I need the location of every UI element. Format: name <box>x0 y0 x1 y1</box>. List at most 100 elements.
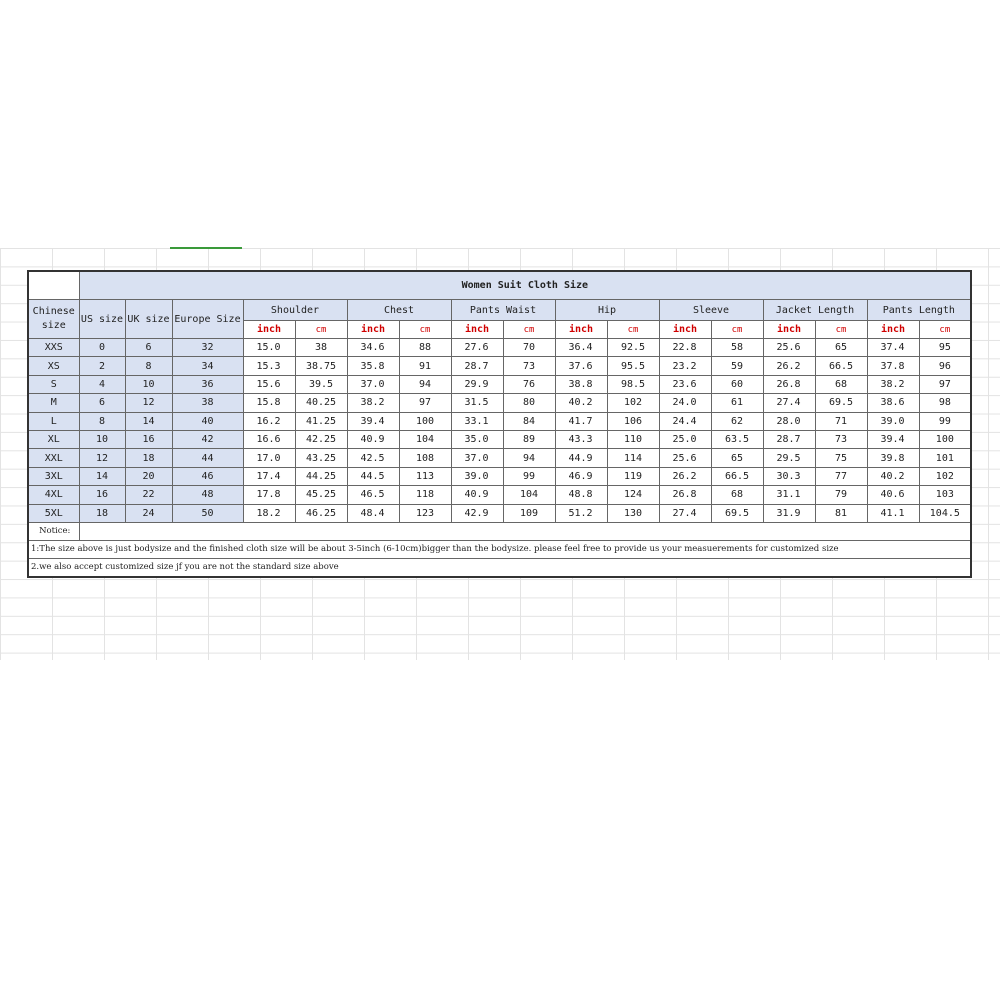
table-row: S 4 10 36 15.6 39.5 37.0 94 29.9 76 38.8 98.5 23.6 60… <box>27 374 972 395</box>
table-cell: 4 <box>78 374 126 395</box>
table-cell: 96 <box>918 356 972 376</box>
table-cell: 102 <box>606 393 660 413</box>
table-row: M 6 12 38 15.8 40.25 38.2 97 31.5 80 40.2 102 24.0 61… <box>27 393 972 413</box>
table-cell: 31.5 <box>450 393 504 413</box>
table-cell: 31.9 <box>762 503 816 523</box>
table-cell: 40.2 <box>554 393 608 413</box>
header-group-shoulder: Shoulder <box>242 299 348 321</box>
table-row: XS 2 8 34 15.3 38.75 35.8 91 28.7 73 37.6 95.5 23.2 5… <box>27 356 972 376</box>
notice-label: Notice: <box>27 521 80 541</box>
table-cell: 3XL <box>27 466 80 487</box>
table-cell: 46.25 <box>294 503 348 523</box>
table-cell: 68 <box>710 485 764 505</box>
table-row: 3XL 14 20 46 17.4 44.25 44.5 113 39.0 99 46.9 119 26… <box>27 466 972 487</box>
table-cell: 92.5 <box>606 337 660 358</box>
table-cell: 39.4 <box>346 411 400 431</box>
table-cell: 36.4 <box>554 337 608 358</box>
table-cell: 104.5 <box>918 503 972 523</box>
header-group-pants-waist: Pants Waist <box>450 299 556 321</box>
unit-inch: inch <box>450 320 504 339</box>
table-cell: 46.5 <box>346 485 400 505</box>
table-cell: 10 <box>78 429 126 450</box>
table-cell: 40 <box>171 411 244 431</box>
table-cell: 25.0 <box>658 429 712 450</box>
header-us-size: US size <box>78 299 126 339</box>
table-cell: 91 <box>398 356 452 376</box>
table-cell: 37.0 <box>346 374 400 395</box>
note-2: 2.we also accept customized size jf you … <box>27 557 972 578</box>
table-cell: 27.4 <box>658 503 712 523</box>
unit-inch: inch <box>554 320 608 339</box>
header-europe-size: Europe Size <box>171 299 244 339</box>
table-cell: 32 <box>171 337 244 358</box>
table-cell: 130 <box>606 503 660 523</box>
table-cell: 123 <box>398 503 452 523</box>
table-cell: 31.1 <box>762 485 816 505</box>
table-cell: 20 <box>124 466 173 487</box>
table-cell: 77 <box>814 466 868 487</box>
unit-cm: cm <box>918 320 972 339</box>
table-cell: 39.5 <box>294 374 348 395</box>
table-cell: 38.2 <box>346 393 400 413</box>
table-cell: 39.8 <box>866 448 920 468</box>
unit-inch: inch <box>658 320 712 339</box>
table-cell: 69.5 <box>710 503 764 523</box>
table-cell: 46.9 <box>554 466 608 487</box>
table-cell: 42.9 <box>450 503 504 523</box>
unit-cm: cm <box>502 320 556 339</box>
table-cell: 5XL <box>27 503 80 523</box>
table-cell: 17.4 <box>242 466 296 487</box>
table-cell: 24 <box>124 503 173 523</box>
unit-cm: cm <box>814 320 868 339</box>
table-cell: 15.6 <box>242 374 296 395</box>
table-cell: XXL <box>27 448 80 468</box>
header-group-pants-length: Pants Length <box>866 299 972 321</box>
table-cell: 100 <box>918 429 972 450</box>
table-cell: 75 <box>814 448 868 468</box>
table-cell: 8 <box>78 411 126 431</box>
notice-blank <box>78 521 972 541</box>
table-cell: 98.5 <box>606 374 660 395</box>
table-cell: 12 <box>78 448 126 468</box>
table-cell: S <box>27 374 80 395</box>
table-cell: 88 <box>398 337 452 358</box>
table-cell: 28.0 <box>762 411 816 431</box>
note-1: 1:The size above is just bodysize and th… <box>27 539 972 559</box>
table-cell: 38.8 <box>554 374 608 395</box>
table-cell: 22 <box>124 485 173 505</box>
table-cell: 26.8 <box>762 374 816 395</box>
table-cell: 51.2 <box>554 503 608 523</box>
unit-cm: cm <box>398 320 452 339</box>
table-cell: L <box>27 411 80 431</box>
table-cell: 50 <box>171 503 244 523</box>
table-cell: 6 <box>124 337 173 358</box>
table-row: XL 10 16 42 16.6 42.25 40.9 104 35.0 89 43.3 110 25.… <box>27 429 972 450</box>
table-cell: 17.0 <box>242 448 296 468</box>
table-cell: 16 <box>78 485 126 505</box>
table-cell: XS <box>27 356 80 376</box>
table-row: 5XL 18 24 50 18.2 46.25 48.4 123 42.9 109 51.2 130 2… <box>27 503 972 523</box>
table-cell: 15.3 <box>242 356 296 376</box>
table-cell: 44.25 <box>294 466 348 487</box>
table-cell: 24.4 <box>658 411 712 431</box>
table-cell: 23.2 <box>658 356 712 376</box>
unit-inch: inch <box>762 320 816 339</box>
table-cell: 40.9 <box>450 485 504 505</box>
table-cell: 61 <box>710 393 764 413</box>
table-cell: 33.1 <box>450 411 504 431</box>
table-cell: 70 <box>502 337 556 358</box>
header-chinese-size: Chinese size <box>27 299 80 339</box>
table-cell: 38 <box>294 337 348 358</box>
table-cell: 94 <box>502 448 556 468</box>
table-cell: 39.0 <box>450 466 504 487</box>
table-cell: 65 <box>814 337 868 358</box>
table-cell: 10 <box>124 374 173 395</box>
table-cell: 97 <box>398 393 452 413</box>
table-cell: 38.6 <box>866 393 920 413</box>
table-cell: 42.25 <box>294 429 348 450</box>
table-cell: 44.5 <box>346 466 400 487</box>
table-cell: 98 <box>918 393 972 413</box>
unit-inch: inch <box>866 320 920 339</box>
table-cell: 44 <box>171 448 244 468</box>
table-cell: 37.0 <box>450 448 504 468</box>
